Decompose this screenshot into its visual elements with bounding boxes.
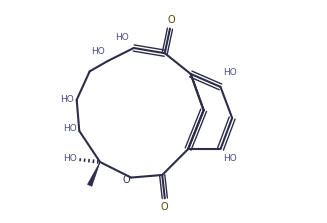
Text: HO: HO <box>63 154 77 163</box>
Text: HO: HO <box>60 95 74 104</box>
Text: HO: HO <box>223 154 237 163</box>
Text: O: O <box>161 202 169 212</box>
Text: O: O <box>122 175 130 185</box>
Text: HO: HO <box>63 124 77 133</box>
Polygon shape <box>88 162 100 186</box>
Text: HO: HO <box>115 33 129 41</box>
Text: O: O <box>167 15 175 25</box>
Text: HO: HO <box>223 68 237 76</box>
Text: HO: HO <box>92 47 105 56</box>
